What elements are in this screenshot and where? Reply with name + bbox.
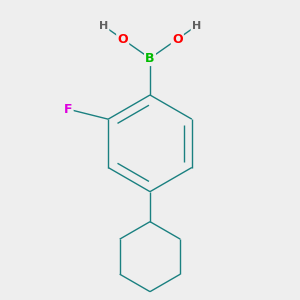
Text: F: F (64, 103, 72, 116)
Text: O: O (117, 33, 128, 46)
Text: O: O (172, 33, 183, 46)
Text: B: B (145, 52, 155, 65)
Text: H: H (99, 21, 108, 31)
Text: H: H (192, 21, 201, 31)
